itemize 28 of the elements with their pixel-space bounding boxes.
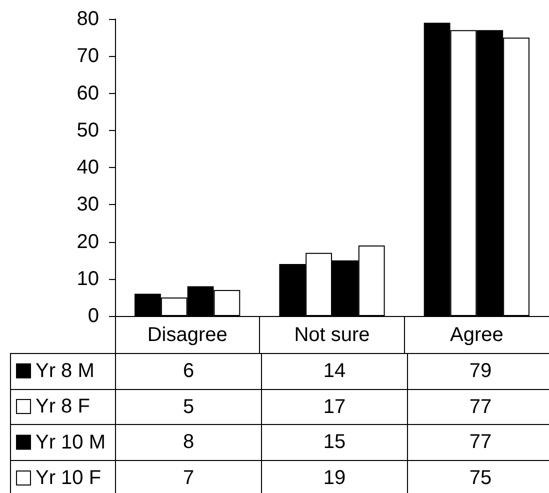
data-label: 8 [116,424,262,461]
legend-label: Yr 10 M [36,431,106,454]
y-tick-label: 10 [76,268,99,290]
y-tick-label: 80 [76,8,99,30]
legend-label: Yr 8 M [36,360,94,382]
data-label: 17 [262,389,408,425]
data-label: 15 [262,424,408,461]
data-label: 5 [116,389,262,425]
y-tick-label: 40 [76,156,99,178]
y-tick-label: 70 [76,45,99,68]
data-label: 77 [408,389,549,425]
data-label: 75 [408,460,549,493]
y-tick-label: 0 [88,305,99,327]
y-tick-label: 30 [76,194,99,216]
y-tick-label: 60 [76,82,99,104]
legend-label: Yr 8 F [36,396,90,418]
y-tick-label: 50 [76,119,99,142]
x-tick-label: Not sure [294,324,370,346]
data-label: 19 [262,460,408,493]
data-label: 14 [262,354,408,390]
x-tick-label: Agree [450,324,504,346]
data-label: 77 [408,424,549,461]
data-label: 79 [408,354,549,390]
y-tick-label: 20 [76,230,99,253]
data-label: 7 [116,460,262,493]
data-label: 6 [116,354,262,390]
x-tick-label: Disagree [147,324,228,346]
legend-label: Yr 10 F [36,466,102,489]
